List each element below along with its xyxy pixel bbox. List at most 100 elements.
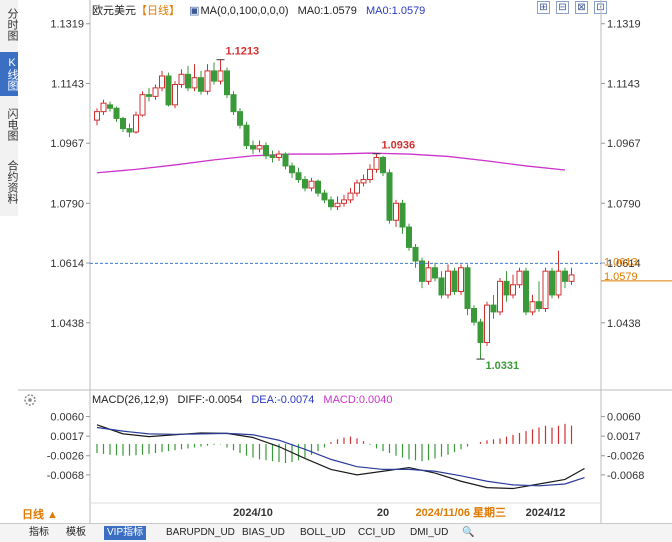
candle-body	[217, 70, 224, 82]
price-tick-label-left: 1.0967	[50, 138, 84, 150]
tab-dmi[interactable]: DMI_UD	[410, 527, 449, 538]
tab-cci[interactable]: CCI_UD	[358, 527, 396, 538]
candle-body	[354, 182, 360, 194]
price-tick-label-right: 1.1319	[607, 19, 641, 31]
layout-grid-icon[interactable]: ⊞	[537, 1, 550, 14]
candle-body	[451, 270, 458, 293]
candle-body	[484, 304, 490, 343]
candle-body	[107, 104, 113, 109]
price-tick-label-right: 1.0967	[607, 138, 641, 150]
price-tick-label-left: 1.1143	[51, 78, 84, 90]
candle-body	[503, 280, 510, 296]
candle-body	[172, 83, 178, 106]
annotation-label: 1.0936	[382, 140, 416, 152]
date-axis: 2024/10 20 2024/11/06 星期三 2024/12	[233, 505, 565, 519]
candle-body	[360, 179, 367, 184]
candle-body	[178, 73, 185, 85]
candle-body	[126, 128, 133, 133]
tab-barupdn[interactable]: BARUPDN_UD	[166, 527, 235, 538]
symbol-name: 欧元美元	[92, 5, 136, 17]
tab-boll[interactable]: BOLL_UD	[300, 527, 346, 538]
candle-body	[315, 180, 321, 194]
price-tick-label-right: 1.0790	[607, 198, 641, 210]
date-label: 2024/12	[526, 507, 566, 519]
tab-vip-indicators[interactable]: VIP指标	[104, 526, 147, 540]
macd-settings-icon[interactable]	[24, 394, 36, 406]
candle-body	[152, 87, 159, 97]
candle-body	[289, 165, 295, 174]
price-axis: 1.1319 1.1319 1.1143 1.1143 1.0967 1.0967 1.07…	[50, 19, 640, 330]
last-close-label: 1.0579	[604, 271, 638, 283]
candle-body	[133, 114, 139, 133]
search-icon[interactable]: 🔍	[462, 527, 475, 538]
candle-body	[113, 107, 120, 119]
macd-lines	[96, 424, 585, 490]
candle-body	[243, 124, 250, 147]
indicator-icon[interactable]: ▣	[189, 5, 200, 17]
candle-body	[542, 270, 549, 310]
candle-body	[490, 304, 497, 313]
candle-body	[445, 270, 451, 296]
tab-contract-info[interactable]: 合约资料	[6, 160, 18, 204]
price-tick-label-left: 1.0790	[50, 198, 84, 210]
macd-value-label: MACD:0.0040	[323, 394, 393, 406]
candle-body	[568, 274, 575, 282]
candle-body	[523, 270, 529, 313]
candle-body	[198, 77, 204, 92]
candle-body	[536, 301, 542, 310]
candle-body	[432, 267, 438, 279]
candle-body	[341, 199, 347, 204]
macd-tick-label-left: -0.0068	[47, 470, 84, 482]
candle-body	[458, 267, 464, 293]
tab-indicators[interactable]: 指标	[29, 527, 49, 538]
close-icon[interactable]: ⊠	[575, 1, 588, 14]
candle-body	[94, 111, 100, 121]
candle-body	[295, 172, 302, 181]
ma-params: MA(0,0,100,0,0,0)	[200, 5, 289, 17]
chart-header: 欧元美元【日线】 ▣MA(0,0,100,0,0,0) MA0:1.0579 M…	[92, 2, 431, 18]
maximize-icon[interactable]: ⊡	[594, 1, 607, 14]
candle-body	[471, 308, 477, 323]
tab-kline[interactable]: K线图	[0, 52, 18, 96]
candle-body	[393, 202, 399, 221]
price-tick-label-left: 1.1319	[50, 19, 84, 31]
left-tab-strip: 分时图 K线图 闪电图 合约资料	[0, 0, 18, 216]
candle-body	[230, 94, 237, 113]
candle-body	[139, 94, 146, 116]
macd-tick-label-right: -0.0026	[607, 451, 644, 463]
candle-body	[282, 153, 289, 167]
candle-body	[406, 226, 412, 248]
candle-body	[204, 70, 211, 92]
macd-tick-label-left: -0.0026	[47, 451, 84, 463]
macd-tick-label-left: 0.0017	[50, 431, 84, 443]
macd-tick-label-right: 0.0017	[607, 431, 641, 443]
candle-body	[464, 267, 471, 310]
macd-histogram	[96, 423, 573, 464]
candle-body	[373, 156, 380, 170]
tab-templates[interactable]: 模板	[66, 527, 86, 538]
candle-body	[510, 284, 516, 296]
candle-body	[380, 156, 386, 174]
frame	[18, 0, 672, 523]
candle-body	[224, 70, 230, 96]
macd-tick-label-left: 0.0060	[50, 412, 84, 424]
candle-body	[146, 94, 152, 97]
tab-timeshare[interactable]: 分时图	[6, 7, 18, 41]
ma100-path	[96, 152, 566, 174]
candle-body	[263, 145, 269, 157]
period-label[interactable]: 【日线】	[136, 5, 180, 17]
macd-tick-label-right: 0.0060	[607, 412, 641, 424]
indicator-toolbar: 指标 模板 VIP指标 BARUPDN_UD BIAS_UD BOLL_UD C…	[0, 523, 672, 542]
date-label: 2024/11/06 星期三	[416, 505, 507, 519]
minimize-icon[interactable]: ⊟	[556, 1, 569, 14]
date-label: 2024/10	[233, 507, 273, 519]
tab-flash[interactable]: 闪电图	[6, 107, 18, 141]
candle-body	[191, 77, 198, 89]
period-selector-button[interactable]: 日线 ▲	[22, 509, 58, 521]
macd-diff-label: DIFF:-0.0054	[177, 394, 243, 406]
tab-bias[interactable]: BIAS_UD	[242, 527, 285, 538]
candle-body	[516, 270, 523, 286]
ma0-value-black: MA0:1.0579	[297, 5, 357, 17]
price-tick-label-right: 1.1143	[607, 78, 640, 90]
